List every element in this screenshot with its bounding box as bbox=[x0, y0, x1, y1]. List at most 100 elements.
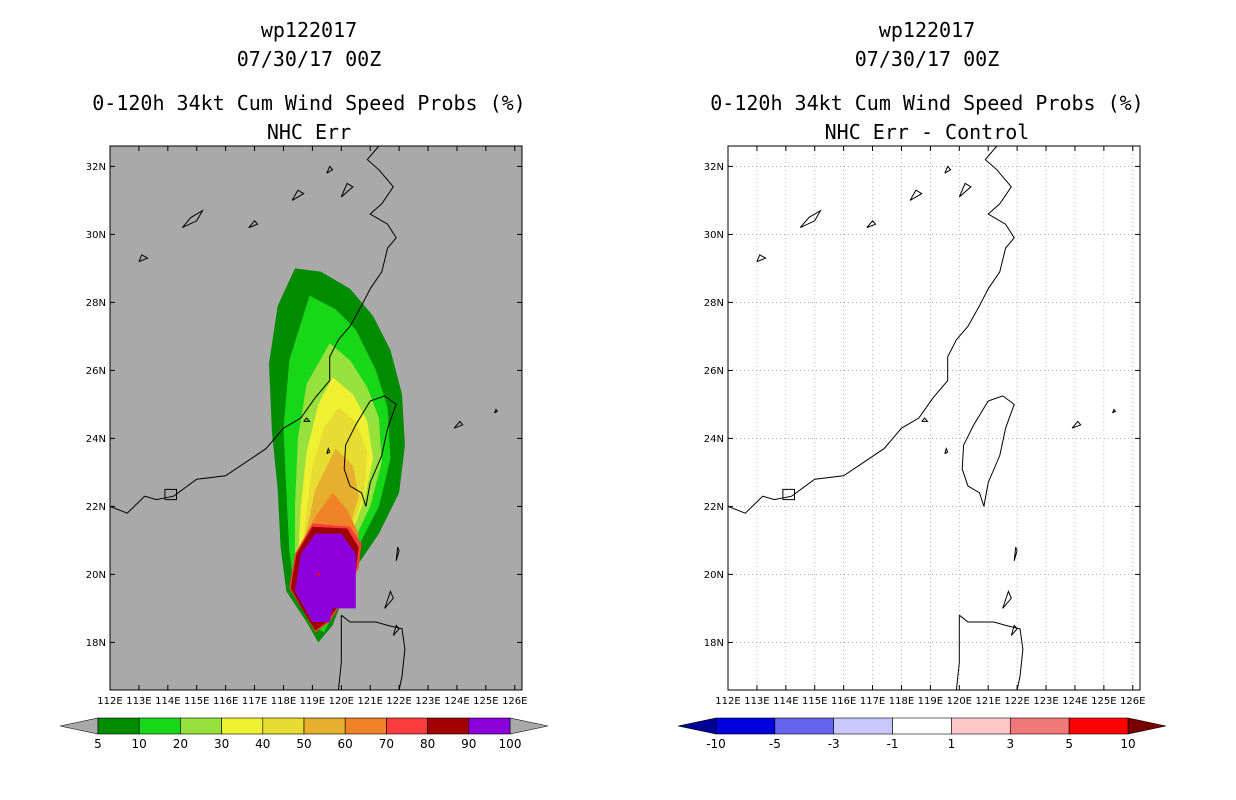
coast-island-0 bbox=[921, 417, 929, 422]
right-title: 0-120h 34kt Cum Wind Speed Probs (%) bbox=[710, 91, 1144, 115]
y-tick-label: 28N bbox=[86, 298, 106, 309]
right-map-plot: 112E 113E 114E 115E 116E 117E 118E 119E 120E 121E… bbox=[677, 145, 1167, 751]
coast-taiwan bbox=[961, 395, 1015, 507]
coast-island-4 bbox=[1002, 589, 1012, 609]
colorbar-swatch bbox=[892, 717, 952, 735]
colorbar-swatch bbox=[833, 717, 893, 735]
colorbar-label: -5 bbox=[769, 737, 781, 751]
coast-island-8 bbox=[181, 209, 204, 229]
left-title-id: wp122017 bbox=[260, 18, 358, 42]
x-tick-label: 118E bbox=[889, 696, 914, 707]
x-tick-label: 122E bbox=[1004, 696, 1029, 707]
coast-island-11 bbox=[340, 182, 354, 198]
coast-island-11 bbox=[958, 182, 972, 198]
coast-island-12 bbox=[944, 165, 952, 174]
coast-box bbox=[164, 488, 177, 501]
x-tick-label: 125E bbox=[1091, 696, 1116, 707]
coast-island-10 bbox=[248, 220, 259, 229]
left-title: 0-120h 34kt Cum Wind Speed Probs (%) bbox=[92, 91, 526, 115]
coast-island-9 bbox=[756, 254, 767, 263]
x-tick-label: 119E bbox=[300, 696, 325, 707]
x-tick-label: 125E bbox=[473, 696, 498, 707]
colorbar-label: 10 bbox=[132, 737, 147, 751]
colorbar-swatch bbox=[221, 717, 264, 735]
coast-island-5 bbox=[395, 547, 400, 561]
colorbar-swatch bbox=[951, 717, 1011, 735]
x-tick-label: 114E bbox=[773, 696, 798, 707]
colorbar-label: 100 bbox=[499, 737, 522, 751]
coast-island-2 bbox=[1071, 420, 1082, 429]
x-tick-label: 114E bbox=[155, 696, 180, 707]
right-panel: wp122017 07/30/17 00Z 0-120h 34kt Cum Wi… bbox=[618, 0, 1236, 800]
coastlines bbox=[727, 145, 1117, 691]
colorbar-swatch bbox=[344, 717, 387, 735]
y-tick-label: 18N bbox=[704, 638, 724, 649]
x-tick-label: 123E bbox=[415, 696, 440, 707]
coast-island-6 bbox=[1010, 624, 1018, 636]
colorbar-under-arrow bbox=[59, 717, 99, 735]
y-tick-label: 26N bbox=[86, 366, 106, 377]
x-tick-label: 117E bbox=[860, 696, 885, 707]
colorbar-label: 10 bbox=[1120, 737, 1135, 751]
colorbar-over-arrow bbox=[509, 717, 549, 735]
right-subtitle: NHC Err - Control bbox=[824, 120, 1030, 144]
coast-mainland bbox=[727, 145, 1015, 514]
coast-island-1 bbox=[326, 447, 331, 455]
colorbar-under-arrow bbox=[677, 717, 717, 735]
colorbar-swatch bbox=[180, 717, 222, 735]
colorbar-swatch bbox=[262, 717, 305, 735]
colorbar-label: -10 bbox=[706, 737, 726, 751]
colorbar-label: 60 bbox=[338, 737, 353, 751]
coast-island-7 bbox=[291, 189, 305, 201]
coast-island-2 bbox=[453, 420, 464, 429]
y-tick-label: 30N bbox=[704, 230, 724, 241]
gridlines bbox=[727, 146, 1140, 690]
x-tick-label: 120E bbox=[947, 696, 972, 707]
coast-island-8 bbox=[799, 209, 822, 229]
x-tick-label: 124E bbox=[1062, 696, 1087, 707]
storm-center-marker bbox=[316, 572, 320, 576]
x-tick-label: 126E bbox=[1120, 696, 1145, 707]
coast-island-5 bbox=[1013, 547, 1018, 561]
x-tick-label: 112E bbox=[715, 696, 740, 707]
x-tick-label: 122E bbox=[386, 696, 411, 707]
coast-island-4 bbox=[384, 589, 394, 609]
x-tick-label: 124E bbox=[444, 696, 469, 707]
map-frame bbox=[727, 145, 1141, 691]
coast-luzon bbox=[955, 614, 1024, 691]
colorbar-over-arrow bbox=[1127, 717, 1167, 735]
map-area-0: 112E 113E 114E 115E 116E 117E 118E 119E 120E 121E… bbox=[86, 145, 527, 707]
colorbar: -10 -5 -3 -1 1 3 5 10 bbox=[677, 717, 1167, 751]
colorbar-swatch bbox=[468, 717, 511, 735]
y-tick-label: 32N bbox=[704, 162, 724, 173]
prob-contour-90 bbox=[295, 533, 356, 622]
colorbar-label: 70 bbox=[379, 737, 394, 751]
colorbar-swatch bbox=[97, 717, 140, 735]
x-tick-label: 117E bbox=[242, 696, 267, 707]
x-tick-label: 113E bbox=[126, 696, 151, 707]
colorbar-label: 50 bbox=[296, 737, 311, 751]
colorbar-label: 90 bbox=[461, 737, 476, 751]
coastlines bbox=[109, 145, 499, 691]
colorbar: 5 10 20 30 40 50 60 70 80 90 100 bbox=[59, 717, 549, 751]
y-tick-label: 26N bbox=[704, 366, 724, 377]
colorbar-label: 30 bbox=[214, 737, 229, 751]
y-tick-label: 20N bbox=[86, 570, 106, 581]
coast-island-9 bbox=[138, 254, 149, 263]
map-frame bbox=[109, 145, 523, 691]
colorbar-swatch bbox=[386, 717, 428, 735]
coast-island-0 bbox=[303, 417, 311, 422]
colorbar-label: 3 bbox=[1006, 737, 1014, 751]
coast-luzon bbox=[337, 614, 406, 691]
right-title-id: wp122017 bbox=[878, 18, 976, 42]
coast-taiwan bbox=[343, 395, 397, 507]
coast-island-3 bbox=[494, 408, 499, 414]
colorbar-label: -3 bbox=[828, 737, 840, 751]
colorbar-label: 20 bbox=[173, 737, 188, 751]
y-tick-label: 30N bbox=[86, 230, 106, 241]
map-area-1: 112E 113E 114E 115E 116E 117E 118E 119E 120E 121E… bbox=[704, 145, 1145, 707]
y-tick-label: 22N bbox=[704, 502, 724, 513]
x-tick-label: 116E bbox=[831, 696, 856, 707]
colorbar-label: 1 bbox=[948, 737, 956, 751]
colorbar-label: 5 bbox=[94, 737, 102, 751]
